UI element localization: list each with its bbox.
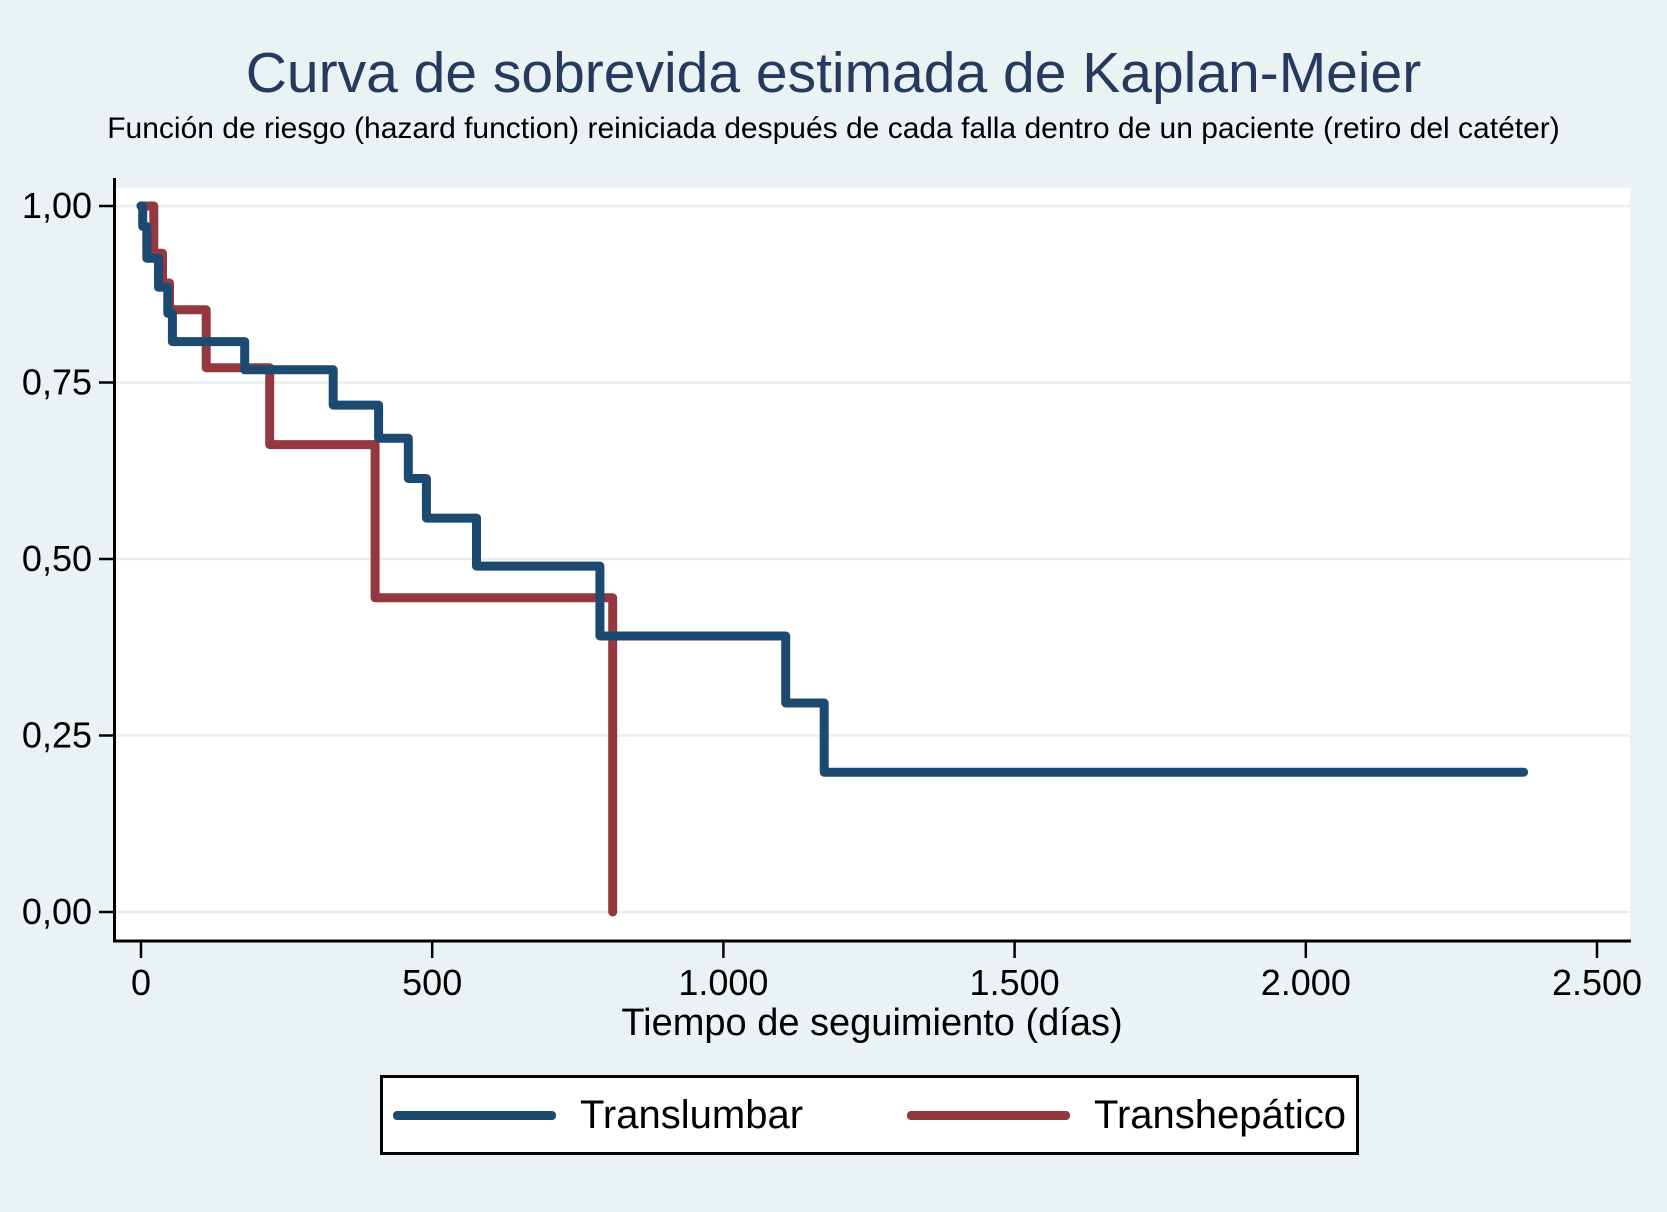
chart-title: Curva de sobrevida estimada de Kaplan-Me…: [245, 41, 1422, 105]
plot-area-background: [114, 188, 1630, 941]
y-tick-label-0-00: 0,00: [22, 891, 92, 932]
legend-entry-translumbar: Translumbar: [392, 1092, 804, 1138]
legend-label-translumbar: Translumbar: [579, 1092, 804, 1137]
x-axis: 0 500 1.000 1.500 2.000 2.500: [113, 939, 1642, 1003]
legend-entry-transhepatico: Transhepático: [907, 1093, 1346, 1138]
chart-subtitle: Función de riesgo (hazard function) rein…: [107, 112, 1560, 145]
y-axis-ticks: [99, 204, 114, 914]
y-tick-label-0-25: 0,25: [22, 715, 92, 756]
series-translumbar-curve: [136, 201, 1529, 777]
y-axis: 1,00 0,75 0,50 0,25 0,00: [22, 178, 116, 943]
x-axis-title: Tiempo de seguimiento (días): [621, 1002, 1123, 1044]
y-tick-label-0-75: 0,75: [22, 362, 92, 403]
series-transhepatico-curve: [136, 201, 618, 917]
horizontal-gridlines: [114, 204, 1630, 914]
y-axis-tick-labels: 1,00 0,75 0,50 0,25 0,00: [22, 185, 92, 932]
x-tick-label-2000: 2.000: [1261, 962, 1351, 1003]
x-tick-label-1000: 1.000: [678, 962, 768, 1003]
legend-box: Translumbar Transhepático: [380, 1075, 1359, 1155]
x-tick-label-2500: 2.500: [1552, 962, 1642, 1003]
y-tick-label-0-50: 0,50: [22, 538, 92, 579]
legend-label-transhepatico: Transhepático: [1094, 1092, 1347, 1137]
transhepatico-line-swatch: [907, 1110, 1071, 1120]
translumbar-line-swatch: [392, 1110, 556, 1120]
x-tick-label-500: 500: [402, 962, 462, 1003]
x-tick-label-0: 0: [131, 962, 151, 1003]
x-axis-ticks: [139, 941, 1599, 958]
y-tick-label-1-00: 1,00: [22, 185, 92, 226]
x-axis-tick-labels: 0 500 1.000 1.500 2.000 2.500: [131, 962, 1642, 1003]
x-tick-label-1500: 1.500: [970, 962, 1060, 1003]
